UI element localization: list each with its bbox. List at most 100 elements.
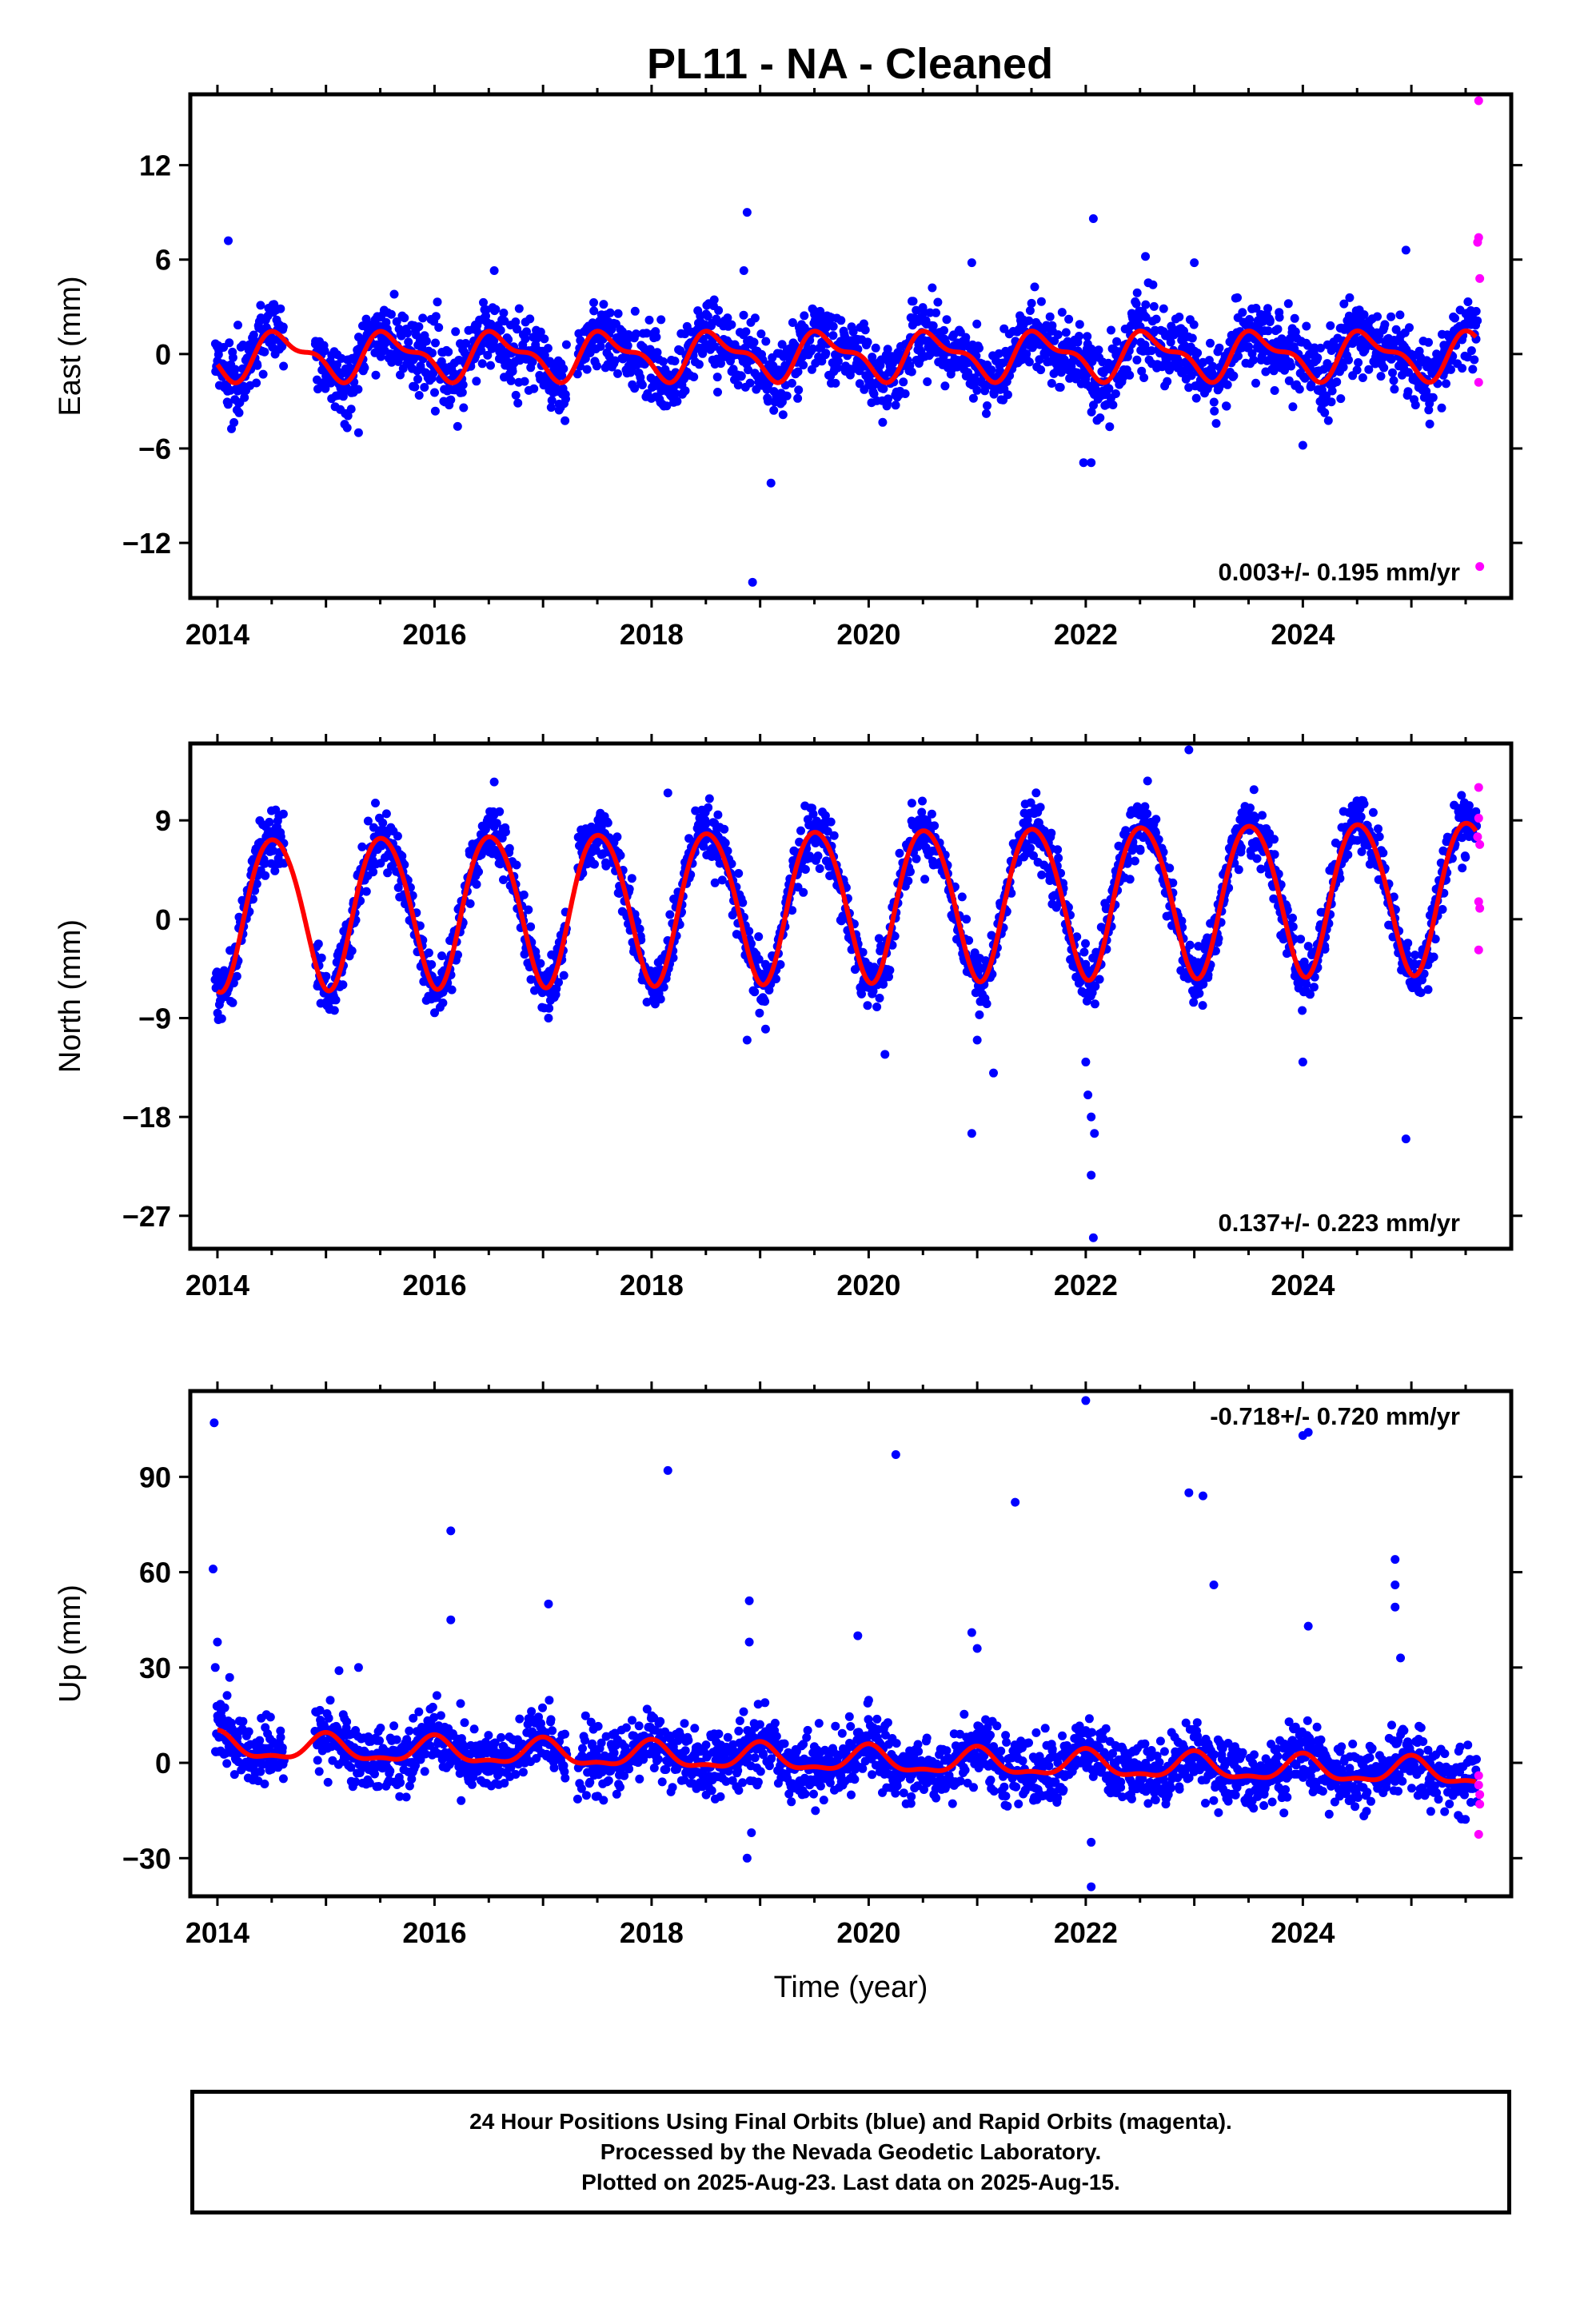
up-x-tick-label: 2016 [402, 1916, 466, 1949]
up-outlier-point [1396, 1653, 1406, 1663]
east-x-tick-label: 2016 [402, 618, 466, 651]
up-outlier-point [1011, 1497, 1020, 1507]
footer-line-2: Processed by the Nevada Geodetic Laborat… [600, 2139, 1102, 2164]
up-outlier-point [1209, 1580, 1219, 1589]
up-x-tick-label: 2020 [836, 1916, 900, 1949]
north-rapid-point [1475, 839, 1485, 849]
north-outlier-point [1090, 1129, 1099, 1138]
east-outlier-point [1141, 252, 1151, 261]
north-data-layer [210, 745, 1482, 1242]
up-final-positions [211, 1672, 1482, 1824]
north-y-tick-label: −27 [122, 1200, 171, 1233]
north-outlier-point [1401, 1134, 1410, 1144]
north-x-tick-label: 2022 [1054, 1269, 1118, 1302]
east-rapid-point [1473, 237, 1482, 247]
up-outlier-point [544, 1599, 553, 1608]
up-outlier-point [210, 1663, 220, 1672]
east-y-tick-label: 0 [155, 338, 171, 371]
north-rapid-point [1475, 903, 1485, 913]
up-y-tick-label: 60 [139, 1557, 171, 1589]
up-rapid-point [1474, 1771, 1483, 1780]
north-outlier-point [880, 1050, 890, 1059]
north-panel: 2014 2016 2018 2020 2022 2024 −27 −18 −9 0 9 North … [54, 734, 1522, 1302]
up-outlier-point [1081, 1396, 1091, 1405]
north-x-tick-label: 2016 [402, 1269, 466, 1302]
up-x-tick-label: 2022 [1054, 1916, 1118, 1949]
up-outlier-point [663, 1465, 672, 1475]
north-x-tick-label: 2014 [186, 1269, 249, 1302]
east-outlier-point [1298, 440, 1307, 450]
north-velocity-label: 0.137+/- 0.223 mm/yr [1219, 1209, 1460, 1237]
east-outlier-point [1190, 258, 1199, 268]
up-outlier-point [744, 1596, 754, 1605]
north-outlier-point [489, 777, 499, 787]
up-outlier-point [1087, 1882, 1096, 1891]
north-rapid-point [1474, 813, 1483, 823]
east-outlier-point [739, 266, 748, 275]
up-rapid-point [1475, 1790, 1485, 1800]
north-rapid-point [1474, 945, 1483, 955]
north-outlier-point [742, 1035, 752, 1045]
east-x-tick-label: 2024 [1271, 618, 1335, 651]
north-y-tick-label: −18 [122, 1101, 171, 1134]
east-outlier-point [1088, 214, 1098, 224]
north-outlier-point [1083, 1090, 1093, 1100]
north-outlier-point [967, 1129, 976, 1138]
up-outlier-point [209, 1565, 218, 1574]
east-outlier-point [967, 258, 976, 268]
figure-title: PL11 - NA - Cleaned [647, 40, 1053, 88]
east-velocity-label: 0.003+/- 0.195 mm/yr [1219, 558, 1460, 586]
up-outlier-point [744, 1637, 754, 1647]
up-outlier-point [213, 1637, 222, 1647]
up-x-tick-label: 2024 [1271, 1916, 1335, 1949]
north-frame [188, 741, 1514, 1251]
east-y-axis-label: East (mm) [54, 276, 87, 416]
up-outlier-point [1303, 1621, 1313, 1631]
up-model-curve [215, 1728, 1478, 1784]
east-y-tick-label: 6 [155, 244, 171, 277]
up-velocity-label: -0.718+/- 0.720 mm/yr [1210, 1402, 1460, 1430]
up-outlier-point [1087, 1837, 1096, 1847]
up-x-axis-label: Time (year) [774, 1971, 928, 2004]
east-y-tick-label: 12 [139, 149, 171, 182]
up-data-layer [209, 1396, 1482, 1891]
north-outlier-point [1087, 1170, 1096, 1180]
east-rapid-point [1475, 562, 1485, 572]
north-outlier-point [760, 1024, 770, 1034]
up-y-tick-label: 30 [139, 1652, 171, 1684]
east-rapid-point [1474, 96, 1483, 106]
up-panel: 2014 2016 2018 2020 2022 2024 −30 0 30 60 90 Up (mm… [54, 1381, 1522, 2004]
up-y-tick-label: 90 [139, 1461, 171, 1493]
east-y-tick-label: −6 [138, 433, 171, 465]
up-outlier-point [1184, 1488, 1194, 1497]
east-outlier-point [224, 236, 233, 245]
east-x-tick-label: 2022 [1054, 618, 1118, 651]
north-outlier-point [972, 1035, 982, 1045]
up-outlier-point [929, 1790, 939, 1800]
up-outlier-point [967, 1628, 976, 1637]
up-x-tick-label: 2014 [186, 1916, 249, 1949]
up-x-tick-label: 2018 [620, 1916, 684, 1949]
up-outlier-point [1198, 1491, 1207, 1501]
north-outlier-point [663, 788, 672, 798]
north-y-axis-label: North (mm) [54, 919, 87, 1073]
up-outlier-point [891, 1449, 900, 1459]
footer-line-3: Plotted on 2025-Aug-23. Last data on 202… [581, 2170, 1120, 2194]
east-x-tick-label: 2014 [186, 618, 249, 651]
up-y-axis-label: Up (mm) [54, 1585, 87, 1703]
north-rapid-point [1474, 783, 1483, 792]
east-outlier-point [766, 478, 776, 488]
up-outlier-point [334, 1666, 344, 1676]
east-outlier-point [489, 266, 499, 275]
east-rapid-point [1474, 377, 1483, 387]
up-outlier-point [1390, 1555, 1400, 1565]
up-frame [188, 1389, 1514, 1899]
east-outlier-point [1079, 458, 1088, 468]
east-data-layer [210, 208, 1482, 587]
east-y-tick-label: −12 [122, 527, 171, 560]
up-outlier-point [853, 1631, 863, 1640]
up-outlier-point [972, 1644, 982, 1653]
up-outlier-point [747, 1828, 756, 1838]
north-y-tick-label: 0 [155, 903, 171, 936]
